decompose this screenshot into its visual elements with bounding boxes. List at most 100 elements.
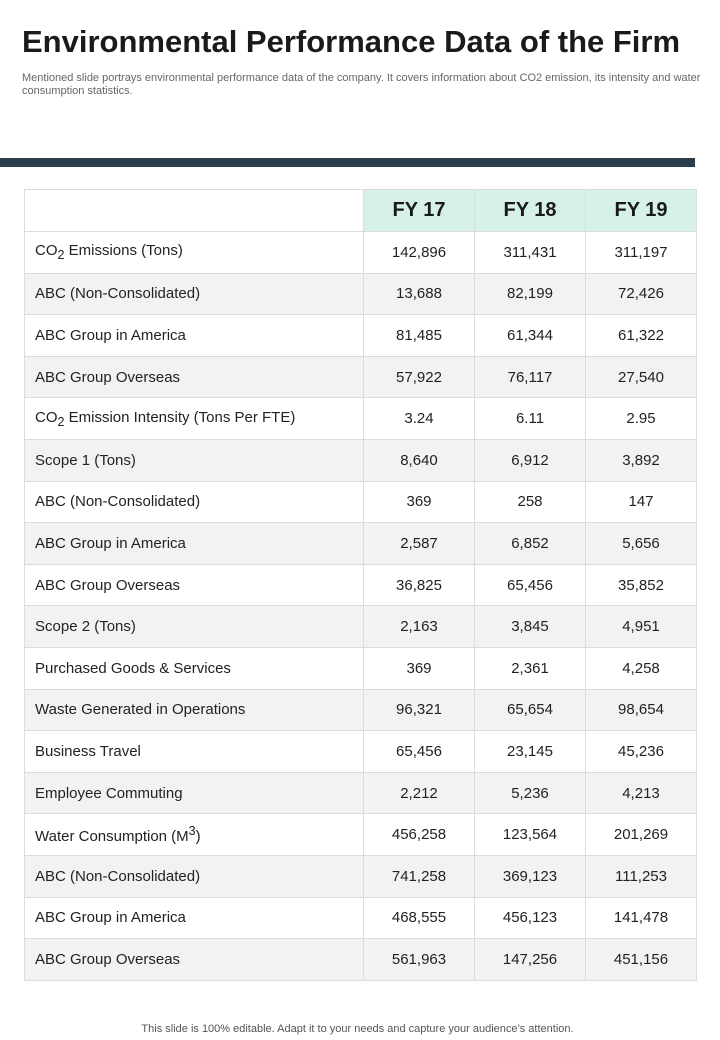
table-row: ABC Group Overseas 561,963 147,256 451,156 (24, 938, 697, 981)
cell-fy18: 5,236 (474, 771, 586, 815)
table-row: ABC Group Overseas 57,922 76,117 27,540 (24, 355, 697, 399)
table-row: ABC Group in America 468,555 456,123 141,47… (24, 896, 697, 940)
table-row: Scope 1 (Tons) 8,640 6,912 3,892 (24, 438, 697, 482)
cell-fy19: 61,322 (585, 314, 697, 357)
page-title: Environmental Performance Data of the Fi… (22, 24, 681, 59)
cell-fy18: 2,361 (474, 646, 586, 690)
row-label-text: ABC Group in America (35, 534, 186, 552)
cell-fy17: 369 (363, 646, 475, 690)
row-label-text: Water Consumption (M (35, 828, 189, 846)
table-row: ABC Group in America 2,587 6,852 5,656 (24, 522, 697, 565)
row-label-text: CO (35, 242, 58, 260)
row-label-text: Business Travel (35, 742, 141, 760)
cell-fy19: 141,478 (585, 896, 697, 940)
cell-fy19: 147 (585, 480, 697, 524)
cell-fy18: 6.11 (474, 397, 586, 440)
row-label: ABC Group in America (24, 314, 364, 357)
row-label-text: ABC Group in America (35, 326, 186, 344)
table-body: CO2 Emissions (Tons) 142,896 311,431 311,19… (24, 231, 697, 981)
page-subtitle: Mentioned slide portrays environmental p… (22, 72, 701, 97)
cell-fy17: 57,922 (363, 355, 475, 399)
cell-fy17: 2,587 (363, 522, 475, 565)
row-label-text: Waste Generated in Operations (35, 701, 246, 719)
cell-fy18: 147,256 (474, 938, 586, 981)
cell-fy19: 45,236 (585, 730, 697, 773)
row-label-text: ABC (Non-Consolidated) (35, 493, 201, 511)
table-row: ABC (Non-Consolidated) 369 258 147 (24, 480, 697, 524)
environmental-data-table: FY 17 FY 18 FY 19 CO2 Emissions (Tons) 14… (24, 189, 697, 981)
row-label: Business Travel (24, 730, 364, 773)
cell-fy17: 81,485 (363, 314, 475, 357)
cell-fy17: 142,896 (363, 231, 475, 274)
row-label-text: Scope 2 (Tons) (35, 618, 136, 636)
row-label-text: Purchased Goods & Services (35, 659, 231, 677)
table-row: Water Consumption (M3) 456,258 123,564 201,… (24, 813, 697, 856)
table-row: Employee Commuting 2,212 5,236 4,213 (24, 771, 697, 815)
row-label-text: CO (35, 408, 58, 426)
row-label-text: ABC Group Overseas (35, 950, 181, 968)
cell-fy18: 311,431 (474, 231, 586, 274)
cell-fy18: 76,117 (474, 355, 586, 399)
column-header-fy19: FY 19 (585, 189, 697, 232)
table-row: CO2 Emissions (Tons) 142,896 311,431 311,19… (24, 231, 697, 274)
cell-fy17: 741,258 (363, 854, 475, 898)
table-row: CO2 Emission Intensity (Tons Per FTE) 3.2… (24, 397, 697, 440)
cell-fy18: 65,654 (474, 688, 586, 732)
cell-fy17: 13,688 (363, 272, 475, 316)
cell-fy19: 27,540 (585, 355, 697, 399)
row-label: ABC (Non-Consolidated) (24, 272, 364, 316)
row-label: Scope 2 (Tons) (24, 605, 364, 648)
row-label-text: ABC (Non-Consolidated) (35, 867, 201, 885)
cell-fy19: 111,253 (585, 854, 697, 898)
row-label: ABC Group Overseas (24, 938, 364, 981)
cell-fy17: 8,640 (363, 438, 475, 482)
cell-fy17: 2,163 (363, 605, 475, 648)
row-label: Water Consumption (M3) (24, 813, 364, 856)
row-label: Scope 1 (Tons) (24, 438, 364, 482)
table-row: Waste Generated in Operations 96,321 65,65… (24, 688, 697, 732)
table-header-row: FY 17 FY 18 FY 19 (24, 189, 697, 232)
row-label-text: Employee Commuting (35, 784, 183, 802)
cell-fy18: 61,344 (474, 314, 586, 357)
cell-fy18: 6,852 (474, 522, 586, 565)
row-label-subscript: 2 (57, 414, 65, 429)
cell-fy19: 4,951 (585, 605, 697, 648)
footer-note: This slide is 100% editable. Adapt it to… (141, 1023, 574, 1035)
cell-fy19: 35,852 (585, 563, 697, 607)
row-label: ABC (Non-Consolidated) (24, 480, 364, 524)
cell-fy18: 456,123 (474, 896, 586, 940)
cell-fy19: 5,656 (585, 522, 697, 565)
cell-fy17: 3.24 (363, 397, 475, 440)
row-label: Waste Generated in Operations (24, 688, 364, 732)
row-label: ABC Group in America (24, 896, 364, 940)
row-label: CO2 Emission Intensity (Tons Per FTE) (24, 397, 364, 440)
row-label: ABC Group in America (24, 522, 364, 565)
cell-fy17: 65,456 (363, 730, 475, 773)
row-label-superscript: 3 (188, 824, 196, 839)
table-row: ABC (Non-Consolidated) 13,688 82,199 72,426 (24, 272, 697, 316)
row-label-text: ABC (Non-Consolidated) (35, 285, 201, 303)
cell-fy19: 4,213 (585, 771, 697, 815)
cell-fy18: 258 (474, 480, 586, 524)
table-row: Scope 2 (Tons) 2,163 3,845 4,951 (24, 605, 697, 648)
cell-fy17: 2,212 (363, 771, 475, 815)
table-corner-cell (24, 189, 364, 232)
table-row: ABC Group Overseas 36,825 65,456 35,852 (24, 563, 697, 607)
cell-fy19: 3,892 (585, 438, 697, 482)
cell-fy19: 2.95 (585, 397, 697, 440)
row-label: Employee Commuting (24, 771, 364, 815)
row-label-text: Scope 1 (Tons) (35, 451, 136, 469)
row-label-text: ABC Group Overseas (35, 576, 181, 594)
cell-fy17: 561,963 (363, 938, 475, 981)
row-label-suffix: Emission Intensity (Tons Per FTE) (64, 408, 296, 426)
table-row: Business Travel 65,456 23,145 45,236 (24, 730, 697, 773)
cell-fy18: 82,199 (474, 272, 586, 316)
row-label: ABC Group Overseas (24, 563, 364, 607)
cell-fy19: 98,654 (585, 688, 697, 732)
row-label: ABC (Non-Consolidated) (24, 854, 364, 898)
table-row: Purchased Goods & Services 369 2,361 4,258 (24, 646, 697, 690)
cell-fy19: 311,197 (585, 231, 697, 274)
row-label-suffix: ) (195, 828, 201, 846)
cell-fy17: 96,321 (363, 688, 475, 732)
column-header-fy18: FY 18 (474, 189, 586, 232)
